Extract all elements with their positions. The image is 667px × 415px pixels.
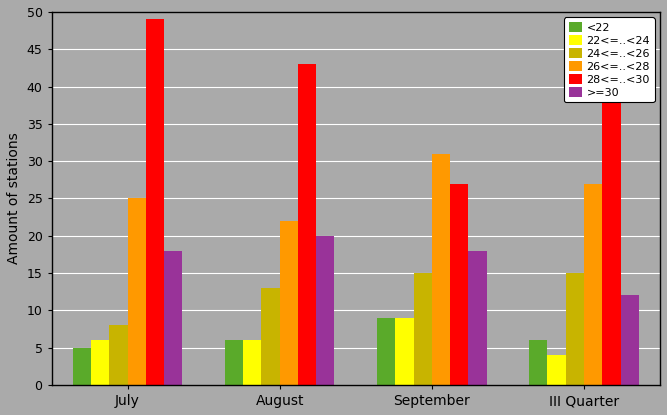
- Bar: [243, 340, 261, 385]
- Bar: [468, 251, 487, 385]
- Bar: [432, 154, 450, 385]
- Bar: [566, 273, 584, 385]
- Y-axis label: Amount of stations: Amount of stations: [7, 133, 21, 264]
- Bar: [91, 340, 109, 385]
- Bar: [73, 348, 91, 385]
- Bar: [414, 273, 432, 385]
- Bar: [279, 221, 298, 385]
- Bar: [584, 183, 602, 385]
- Bar: [146, 20, 164, 385]
- Bar: [316, 236, 334, 385]
- Bar: [529, 340, 548, 385]
- Bar: [450, 183, 468, 385]
- Bar: [620, 295, 639, 385]
- Bar: [377, 318, 396, 385]
- Legend: <22, 22<=..<24, 24<=..<26, 26<=..<28, 28<=..<30, >=30: <22, 22<=..<24, 24<=..<26, 26<=..<28, 28…: [564, 17, 654, 102]
- Bar: [164, 251, 182, 385]
- Bar: [602, 34, 620, 385]
- Bar: [127, 198, 146, 385]
- Bar: [109, 325, 127, 385]
- Bar: [225, 340, 243, 385]
- Bar: [298, 64, 316, 385]
- Bar: [548, 355, 566, 385]
- Bar: [261, 288, 279, 385]
- Bar: [396, 318, 414, 385]
